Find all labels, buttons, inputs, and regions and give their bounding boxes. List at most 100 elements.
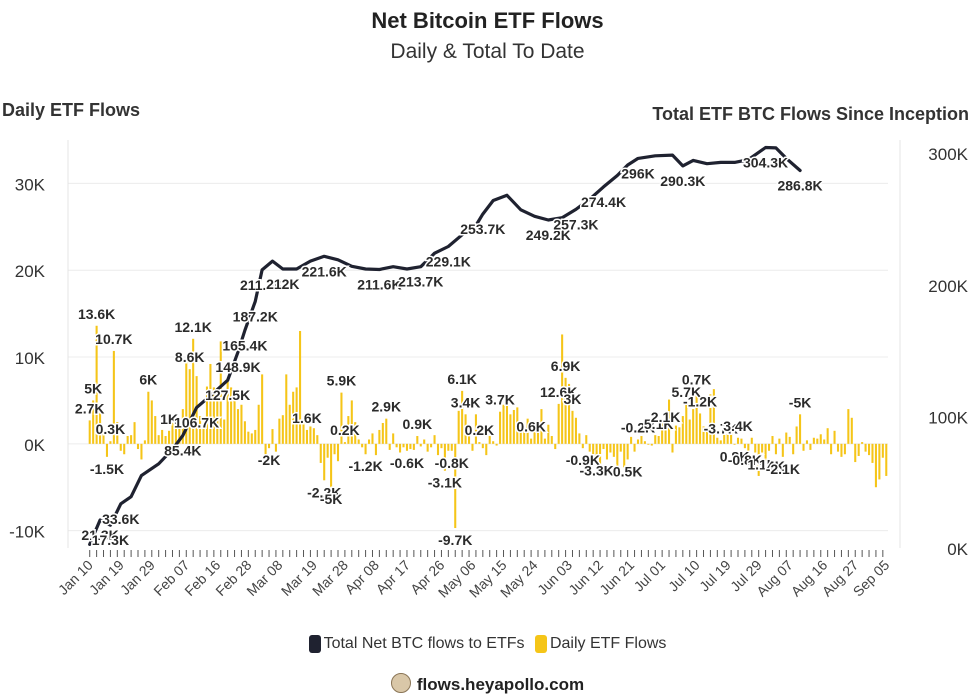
daily-flow-bar — [205, 386, 208, 444]
bar-data-label: 0.2K — [330, 422, 360, 438]
x-tick-label: Apr 08 — [342, 557, 383, 598]
bar-data-label: 3.4K — [723, 418, 753, 434]
daily-flow-bar — [519, 422, 522, 444]
x-tick-label: Mar 28 — [309, 557, 351, 599]
daily-flow-bar — [226, 377, 229, 444]
daily-flow-bar — [92, 400, 95, 444]
daily-flow-bar — [236, 409, 240, 444]
daily-flow-bar — [354, 422, 357, 444]
daily-flow-bar — [861, 442, 864, 444]
daily-flow-bar — [802, 443, 805, 451]
bar-data-label: 1K — [160, 411, 178, 427]
daily-flow-bar — [840, 443, 843, 457]
bar-data-label: 4K — [767, 458, 785, 474]
bar-data-label: -0.2K — [621, 419, 655, 435]
daily-flow-bar — [671, 443, 674, 453]
daily-flow-bar — [202, 426, 205, 444]
daily-flow-bar — [292, 391, 295, 444]
bar-data-label: 0.3K — [96, 421, 126, 437]
daily-flow-bar — [619, 443, 622, 452]
daily-flow-bar — [740, 438, 743, 444]
daily-flow-bar — [712, 389, 715, 444]
daily-flow-bar — [454, 443, 457, 529]
daily-flow-bar — [123, 443, 126, 455]
legend-swatch-daily — [534, 635, 547, 653]
x-tick-label: Apr 17 — [373, 557, 414, 598]
x-tick-label: Mar 08 — [243, 557, 285, 599]
daily-flow-bar — [564, 377, 567, 444]
daily-flow-bar — [312, 428, 315, 444]
daily-flow-bar — [140, 443, 143, 460]
daily-flow-bar — [416, 436, 419, 444]
bar-data-label: 0.6K — [516, 419, 546, 435]
legend-item-total[interactable]: Total Net BTC flows to ETFs — [308, 635, 525, 653]
bar-data-label: 8.6K — [175, 349, 205, 365]
daily-flow-bar — [836, 443, 840, 452]
daily-flow-bar — [664, 429, 667, 444]
bar-data-label: -5K — [320, 491, 343, 507]
daily-flow-bar — [219, 341, 222, 444]
legend-label-total: Total Net BTC flows to ETFs — [323, 635, 525, 652]
chart-title: Net Bitcoin ETF Flows — [371, 8, 604, 33]
bar-data-label: 12.1K — [174, 319, 211, 335]
daily-flow-bar — [157, 435, 160, 444]
total-flow-line — [88, 145, 802, 546]
line-data-label: 290.3K — [660, 173, 705, 189]
line-data-label: 229.1K — [426, 253, 471, 269]
daily-flow-bar — [281, 415, 284, 444]
daily-flow-bar — [557, 403, 560, 444]
daily-flow-bar — [143, 440, 146, 444]
daily-flow-bar — [774, 443, 777, 455]
line-data-label: 274.4K — [581, 194, 626, 210]
daily-flow-bar — [826, 428, 829, 444]
daily-flow-bar — [412, 443, 415, 450]
daily-flow-bar — [468, 435, 471, 444]
daily-flow-bar — [833, 430, 836, 444]
bar-data-label: 6K — [139, 372, 157, 388]
bar-data-label: -0.8K — [435, 455, 469, 471]
daily-flow-bar — [264, 443, 267, 462]
line-data-label: 221.6K — [302, 263, 347, 279]
daily-flow-bar — [285, 374, 288, 444]
daily-flow-bar — [212, 387, 215, 444]
bar-data-label: -0.8K — [728, 452, 762, 468]
daily-flow-bar — [368, 439, 371, 444]
daily-flow-bar — [492, 441, 495, 444]
daily-flow-bar — [685, 403, 688, 444]
daily-flow-bar — [650, 443, 653, 446]
bar-data-label: -5K — [789, 394, 812, 410]
daily-flow-bar — [723, 425, 726, 444]
daily-flow-bar — [347, 416, 350, 444]
x-tick-label: Jul 01 — [631, 557, 669, 595]
footer-brand[interactable]: flows.heyapollo.com — [0, 673, 975, 695]
x-tick-label: Jul 10 — [665, 557, 703, 595]
line-data-label: 106.7K — [174, 415, 219, 431]
line-data-label: 296K — [621, 165, 654, 181]
daily-flow-bar — [102, 430, 105, 444]
daily-flow-bar — [757, 443, 760, 476]
daily-flow-bar — [523, 430, 526, 444]
daily-flow-bar — [864, 443, 867, 452]
daily-flow-bar — [512, 409, 515, 444]
daily-flow-bar — [374, 443, 377, 456]
daily-flow-bar — [323, 443, 326, 481]
daily-flow-bar — [533, 431, 536, 444]
legend-item-daily[interactable]: Daily ETF Flows — [534, 635, 666, 653]
daily-flow-bar — [612, 443, 615, 457]
daily-flow-bar — [95, 325, 98, 444]
line-data-label: 21.3K — [81, 527, 118, 543]
line-data-label: 85.4K — [164, 443, 201, 459]
daily-flow-bar — [509, 414, 512, 444]
daily-flow-bar — [692, 409, 695, 444]
daily-flow-bar — [499, 411, 502, 444]
right-tick-label: 0K — [947, 540, 968, 559]
bar-data-label: -1.2K — [348, 458, 382, 474]
bar-data-label: 1.6K — [292, 410, 322, 426]
daily-flow-bar — [309, 426, 312, 444]
daily-flow-bar — [799, 414, 802, 444]
daily-flow-bar — [792, 443, 795, 455]
daily-flow-bar — [409, 443, 412, 450]
daily-flow-bar — [695, 391, 698, 444]
bar-data-label: 6.9K — [551, 358, 581, 374]
